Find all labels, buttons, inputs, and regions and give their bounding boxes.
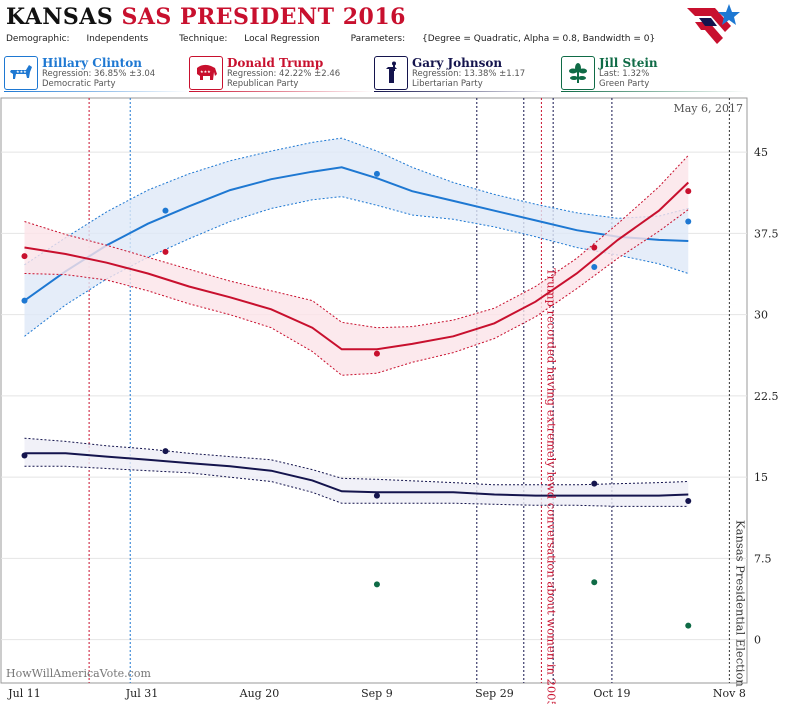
candidate-name: Jill Stein [599,56,658,70]
date-label: May 6, 2017 [673,102,743,115]
trump-poll-point [373,350,380,357]
watermark: HowWillAmericaVote.com [6,667,151,680]
trump-trend-line [24,181,689,351]
y-tick-label: 30 [754,309,768,322]
y-tick-label: 0 [754,634,761,647]
trump-poll-point [591,244,598,251]
trump-band [24,155,689,376]
candidate-stat: Regression: 13.38% ±1.17 [412,69,526,79]
legend-item-clinton: ★★★ Hillary Clinton Regression: 36.85% ±… [4,56,189,92]
trump-poll-point [162,248,169,255]
candidate-party: Green Party [599,79,650,89]
stein-poll-point [373,581,380,588]
candidate-name: Hillary Clinton [42,56,142,70]
johnson-poll-point [373,492,380,499]
clinton-poll-point [162,207,169,214]
trump-upper-bound [24,155,689,329]
stein-poll-point [591,579,598,586]
johnson-lower-bound [24,465,689,507]
legend-item-stein: Jill Stein Last: 1.32% Green Party [561,56,746,92]
x-tick-label: Nov 8 [713,687,746,700]
trump-poll-point [685,188,692,195]
johnson-poll-point [162,448,169,455]
y-tick-label: 37.5 [754,227,779,240]
liberty-torch-icon [374,56,408,90]
clinton-poll-point [373,170,380,177]
donkey-icon: ★★★ [4,56,38,90]
x-tick-label: Sep 9 [361,687,393,700]
y-tick-label: 45 [754,146,768,159]
flower-icon [561,56,595,90]
johnson-poll-point [591,480,598,487]
title-rest: SAS PRESIDENT 2016 [121,4,406,30]
clinton-trend-line [23,166,689,302]
johnson-trend-line [24,452,689,497]
trump-lower-bound [24,209,689,376]
clinton-upper-bound [24,137,689,266]
poll-chart: 0 7.5 15 22.5 30 37.5 45 Jul 11 Jul 31 Aug 20 Sep … [0,97,779,704]
x-tick-label: Jul 31 [125,687,159,700]
candidate-stat: Last: 1.32% [599,69,650,79]
y-tick-label: 7.5 [754,552,772,565]
candidate-party: Libertarian Party [412,79,483,89]
x-tick-label: Sep 29 [475,687,514,700]
event-annotation: Trump recorded having extremely lewd con… [544,268,558,704]
clinton-lower-bound [24,196,689,337]
candidate-stat: Regression: 42.22% ±2.46 [227,69,341,79]
johnson-upper-bound [24,437,689,486]
clinton-band [24,138,689,337]
legend-item-johnson: Gary Johnson Regression: 13.38% ±1.17 Li… [374,56,559,92]
candidate-party: Democratic Party [42,79,116,89]
technique-info: Technique: Local Regression [179,34,320,44]
johnson-poll-point [685,498,692,504]
candidate-party: Republican Party [227,79,299,89]
svg-text:★★★: ★★★ [200,69,211,74]
candidate-name: Gary Johnson [412,56,503,70]
election-annotation: Kansas Presidential Election [733,520,747,687]
y-tick-label: 22.5 [754,390,779,403]
page-title: KANSAS SAS PRESIDENT 2016 [6,4,406,30]
clinton-poll-point [591,264,598,270]
site-logo-icon [687,4,740,44]
y-tick-label: 15 [754,471,768,484]
title-state: KANSAS [6,4,114,30]
johnson-band [24,438,689,507]
svg-text:★★★: ★★★ [16,69,27,74]
demographic-info: Demographic: Independents [6,34,149,44]
johnson-poll-point [21,452,28,459]
candidate-name: Donald Trump [227,56,324,70]
elephant-icon: ★★★ [189,56,223,90]
stein-poll-point [685,622,692,629]
parameters-line: Demographic: Independents Technique: Loc… [6,34,683,44]
x-tick-label: Jul 11 [7,687,41,700]
clinton-poll-point [21,297,28,304]
trump-poll-point [21,253,28,260]
legend-item-trump: ★★★ Donald Trump Regression: 42.22% ±2.4… [189,56,374,92]
candidate-stat: Regression: 36.85% ±3.04 [42,69,156,79]
x-tick-label: Oct 19 [593,687,630,700]
x-tick-label: Aug 20 [239,687,280,700]
parameters-info: Parameters: {Degree = Quadratic, Alpha =… [350,34,656,44]
clinton-poll-point [685,218,692,225]
